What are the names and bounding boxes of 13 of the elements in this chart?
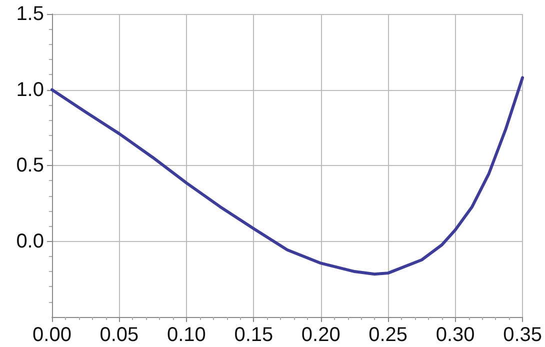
x-tick-label: 0.05 bbox=[100, 324, 139, 346]
x-tick-label: 0.35 bbox=[503, 324, 542, 346]
x-tick-label: 0.25 bbox=[368, 324, 408, 346]
x-tick-label: 0.00 bbox=[32, 324, 72, 346]
y-tick-label: 0.5 bbox=[16, 154, 44, 176]
y-tick-label: 1.5 bbox=[16, 3, 44, 25]
x-tick-label: 0.30 bbox=[436, 324, 475, 346]
x-tick-label: 0.10 bbox=[166, 324, 206, 346]
y-tick-label: 0.0 bbox=[16, 230, 44, 252]
x-tick-label: 0.20 bbox=[301, 324, 340, 346]
y-tick-label: 1.0 bbox=[16, 78, 44, 101]
x-tick-label: 0.15 bbox=[234, 324, 274, 346]
line-series bbox=[50, 76, 524, 276]
